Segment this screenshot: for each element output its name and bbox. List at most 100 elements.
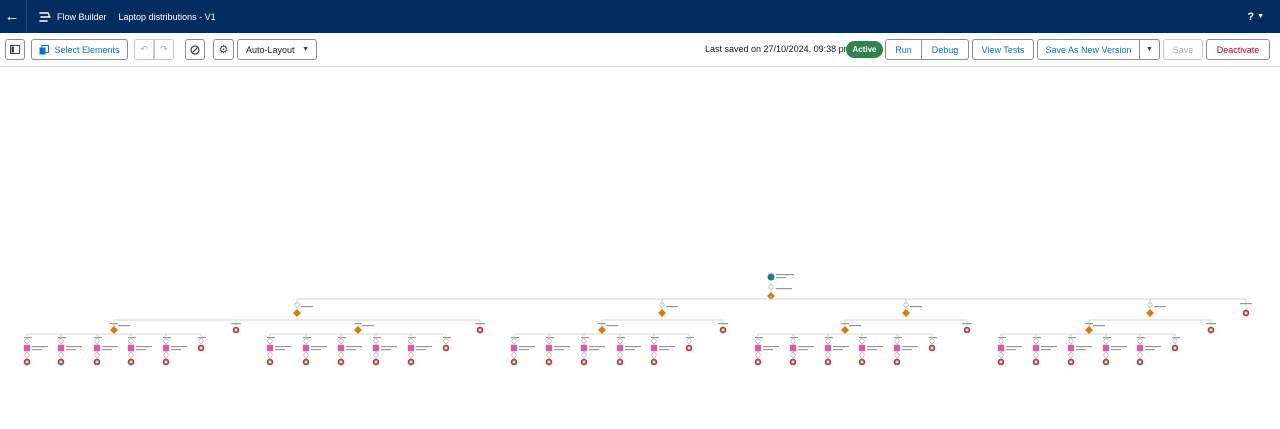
help-menu[interactable]: ? ▼ — [1247, 0, 1264, 33]
step-icon[interactable] — [581, 338, 587, 344]
block-button[interactable] — [185, 39, 205, 60]
step-icon[interactable] — [659, 302, 665, 308]
debug-button[interactable]: Debug — [921, 39, 969, 60]
step-icon[interactable] — [998, 352, 1004, 358]
back-arrow-icon[interactable]: ← — [2, 0, 22, 33]
step-icon[interactable] — [128, 338, 134, 344]
step-icon[interactable] — [128, 352, 134, 358]
assignment-icon[interactable] — [1067, 344, 1075, 352]
assignment-icon[interactable] — [616, 344, 624, 352]
deactivate-button[interactable]: Deactivate — [1206, 39, 1270, 60]
step-icon[interactable] — [581, 352, 587, 358]
step-icon[interactable] — [373, 338, 379, 344]
assignment-icon[interactable] — [23, 344, 31, 352]
step-icon[interactable] — [338, 338, 344, 344]
assignment-icon[interactable] — [545, 344, 553, 352]
step-icon[interactable] — [163, 352, 169, 358]
step-icon[interactable] — [511, 352, 517, 358]
step-icon[interactable] — [546, 338, 552, 344]
decision-diamond-icon[interactable] — [1146, 309, 1154, 317]
step-icon[interactable] — [1068, 338, 1074, 344]
select-elements-button[interactable]: Select Elements — [31, 39, 128, 60]
step-icon[interactable] — [859, 338, 865, 344]
assignment-icon[interactable] — [1032, 344, 1040, 352]
step-icon[interactable] — [408, 338, 414, 344]
step-icon[interactable] — [373, 352, 379, 358]
step-icon[interactable] — [511, 338, 517, 344]
decision-diamond-icon[interactable] — [110, 326, 118, 334]
decision-diamond-icon[interactable] — [658, 309, 666, 317]
step-icon[interactable] — [825, 338, 831, 344]
decision-diamond-icon[interactable] — [902, 309, 910, 317]
start-icon[interactable] — [767, 273, 775, 281]
step-icon[interactable] — [24, 338, 30, 344]
step-icon[interactable] — [1103, 352, 1109, 358]
step-icon[interactable] — [163, 338, 169, 344]
step-icon[interactable] — [94, 352, 100, 358]
assignment-icon[interactable] — [580, 344, 588, 352]
assignment-icon[interactable] — [127, 344, 135, 352]
step-icon[interactable] — [651, 338, 657, 344]
step-icon[interactable] — [686, 338, 692, 344]
step-icon[interactable] — [790, 338, 796, 344]
step-icon[interactable] — [303, 352, 309, 358]
assignment-icon[interactable] — [1136, 344, 1144, 352]
save-menu-button[interactable]: ▼ — [1139, 39, 1160, 60]
step-icon[interactable] — [1137, 352, 1143, 358]
assignment-icon[interactable] — [337, 344, 345, 352]
step-icon[interactable] — [546, 352, 552, 358]
step-icon[interactable] — [894, 338, 900, 344]
toggle-panel-button[interactable] — [5, 39, 25, 60]
step-icon[interactable] — [1033, 352, 1039, 358]
step-icon[interactable] — [790, 352, 796, 358]
assignment-icon[interactable] — [372, 344, 380, 352]
step-icon[interactable] — [903, 302, 909, 308]
assignment-icon[interactable] — [302, 344, 310, 352]
step-icon[interactable] — [755, 338, 761, 344]
assignment-icon[interactable] — [407, 344, 415, 352]
step-icon[interactable] — [825, 352, 831, 358]
decision-diamond-icon[interactable] — [598, 326, 606, 334]
settings-button[interactable]: ⚙ — [213, 39, 234, 60]
assignment-icon[interactable] — [789, 344, 797, 352]
decision-diamond-icon[interactable] — [841, 326, 849, 334]
step-icon[interactable] — [768, 284, 774, 290]
step-icon[interactable] — [198, 338, 204, 344]
assignment-icon[interactable] — [162, 344, 170, 352]
assignment-icon[interactable] — [266, 344, 274, 352]
step-icon[interactable] — [1147, 302, 1153, 308]
step-icon[interactable] — [443, 338, 449, 344]
step-icon[interactable] — [58, 352, 64, 358]
save-as-new-version-button[interactable]: Save As New Version — [1037, 39, 1140, 60]
assignment-icon[interactable] — [650, 344, 658, 352]
view-tests-button[interactable]: View Tests — [972, 39, 1034, 60]
run-button[interactable]: Run — [885, 39, 922, 60]
step-icon[interactable] — [1033, 338, 1039, 344]
step-icon[interactable] — [894, 352, 900, 358]
step-icon[interactable] — [998, 338, 1004, 344]
assignment-icon[interactable] — [824, 344, 832, 352]
step-icon[interactable] — [408, 352, 414, 358]
step-icon[interactable] — [651, 352, 657, 358]
step-icon[interactable] — [58, 338, 64, 344]
redo-button[interactable]: ↷ — [154, 39, 174, 60]
step-icon[interactable] — [24, 352, 30, 358]
step-icon[interactable] — [929, 338, 935, 344]
step-icon[interactable] — [1172, 338, 1178, 344]
step-icon[interactable] — [303, 338, 309, 344]
flow-diagram[interactable] — [0, 67, 1280, 429]
assignment-icon[interactable] — [1102, 344, 1110, 352]
save-button[interactable]: Save — [1163, 39, 1203, 60]
assignment-icon[interactable] — [93, 344, 101, 352]
decision-diamond-icon[interactable] — [1085, 326, 1093, 334]
assignment-icon[interactable] — [754, 344, 762, 352]
assignment-icon[interactable] — [997, 344, 1005, 352]
assignment-icon[interactable] — [858, 344, 866, 352]
step-icon[interactable] — [294, 302, 300, 308]
step-icon[interactable] — [617, 352, 623, 358]
step-icon[interactable] — [617, 338, 623, 344]
layout-mode-select[interactable]: Auto-Layout ▼ — [237, 39, 317, 60]
step-icon[interactable] — [1068, 352, 1074, 358]
decision-diamond-icon[interactable] — [354, 326, 362, 334]
assignment-icon[interactable] — [510, 344, 518, 352]
